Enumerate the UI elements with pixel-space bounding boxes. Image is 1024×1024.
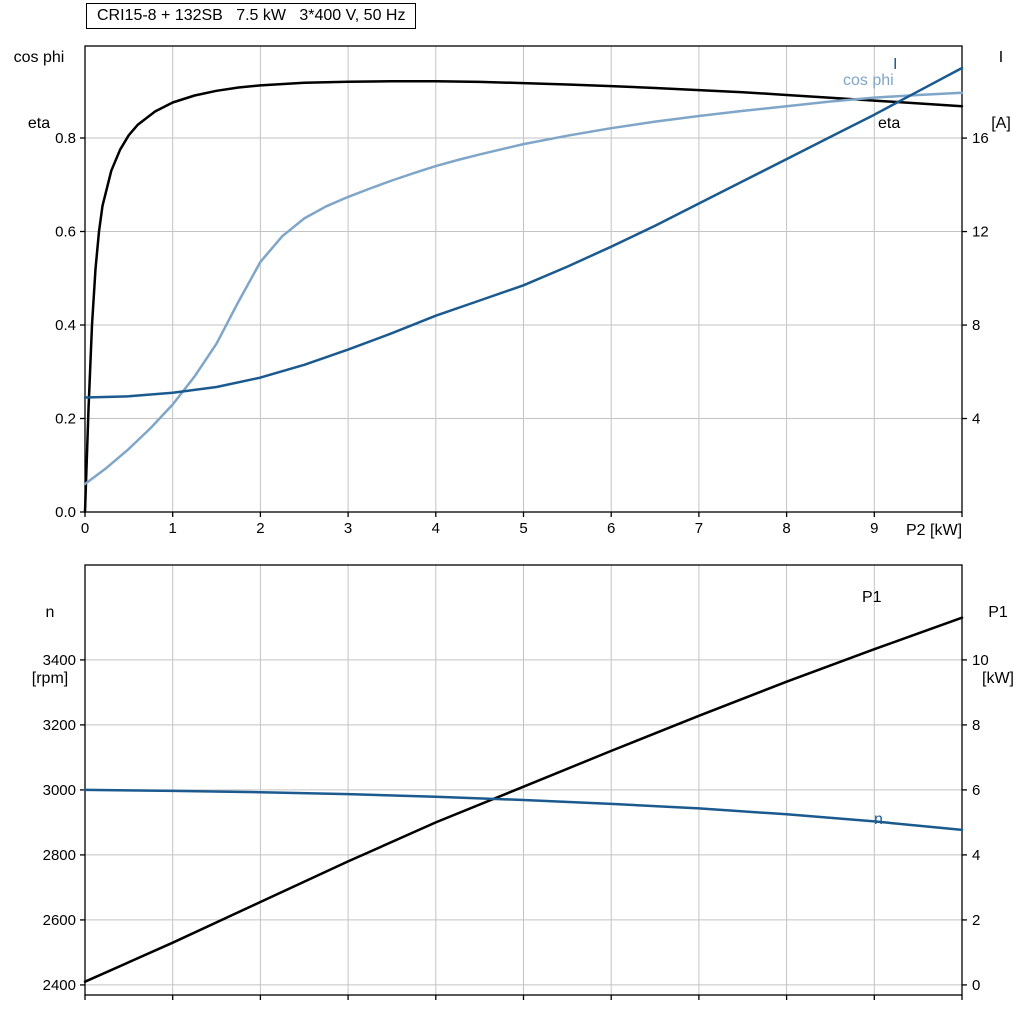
curve-label-n: n	[874, 811, 883, 828]
svg-text:4: 4	[432, 520, 440, 537]
svg-text:2400: 2400	[43, 977, 76, 994]
top-left-axis-label: cos phi eta	[6, 3, 72, 179]
power-axis-label: P1	[988, 604, 1008, 621]
svg-text:3000: 3000	[43, 782, 76, 799]
svg-text:5: 5	[519, 520, 527, 537]
bottom-left-axis-label: n [rpm]	[20, 558, 80, 734]
svg-text:9: 9	[870, 520, 878, 537]
svg-text:10: 10	[972, 652, 989, 669]
svg-text:2: 2	[256, 520, 264, 537]
chart-title-box: CRI15-8 + 132SB 7.5 kW 3*400 V, 50 Hz	[86, 3, 417, 29]
svg-text:8: 8	[972, 317, 980, 334]
curve-label-p1: P1	[862, 589, 882, 606]
svg-text:3200: 3200	[43, 717, 76, 734]
svg-text:3400: 3400	[43, 652, 76, 669]
svg-text:16: 16	[972, 130, 989, 147]
svg-text:12: 12	[972, 224, 989, 241]
svg-text:4: 4	[972, 847, 980, 864]
current-axis-label: I	[998, 49, 1004, 66]
svg-text:0: 0	[81, 520, 89, 537]
curve-label-cos-phi: cos phi	[843, 72, 894, 89]
svg-text:8: 8	[782, 520, 790, 537]
current-unit-label: [A]	[991, 115, 1011, 132]
svg-text:4: 4	[972, 411, 980, 428]
svg-text:2: 2	[972, 912, 980, 929]
svg-text:2600: 2600	[43, 912, 76, 929]
svg-text:0.6: 0.6	[55, 224, 76, 241]
speed-axis-label: n	[45, 604, 55, 621]
svg-text:7: 7	[695, 520, 703, 537]
svg-text:0.2: 0.2	[55, 411, 76, 428]
svg-text:8: 8	[972, 717, 980, 734]
power-unit-label: [kW]	[982, 670, 1014, 687]
top-right-axis-label: I [A]	[980, 3, 1022, 179]
curve-label-eta: eta	[878, 115, 901, 132]
speed-unit-label: [rpm]	[31, 670, 69, 687]
cos-phi-axis-label: cos phi	[13, 49, 65, 66]
svg-text:0.4: 0.4	[55, 317, 76, 334]
svg-text:0.0: 0.0	[55, 504, 76, 521]
curve-label-current: I	[893, 56, 898, 73]
svg-text:1: 1	[169, 520, 177, 537]
svg-text:6: 6	[972, 782, 980, 799]
svg-text:3: 3	[344, 520, 352, 537]
svg-text:2800: 2800	[43, 847, 76, 864]
svg-text:6: 6	[607, 520, 615, 537]
svg-text:0.8: 0.8	[55, 130, 76, 147]
x-axis-label: P2 [kW]	[906, 522, 963, 539]
svg-text:0: 0	[972, 977, 980, 994]
eta-axis-label: eta	[27, 115, 51, 132]
bottom-right-axis-label: P1 [kW]	[974, 558, 1022, 734]
